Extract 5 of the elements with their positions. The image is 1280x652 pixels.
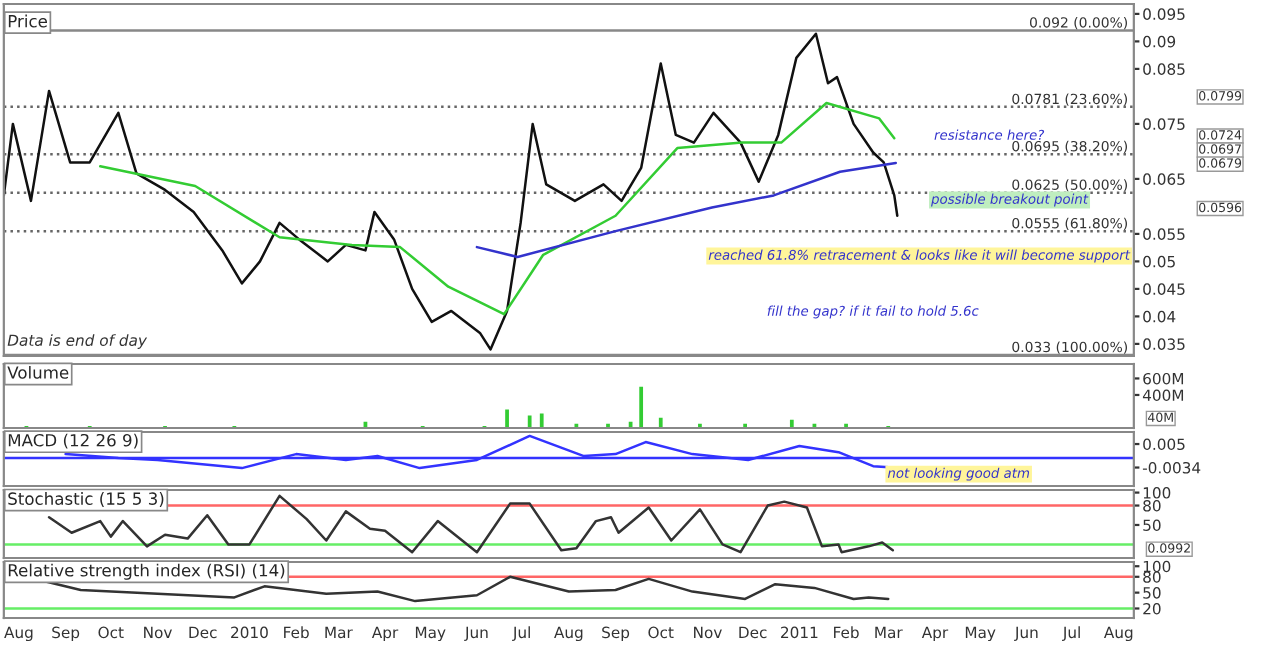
chart-title: Stochastic (15 5 3) [8, 492, 164, 507]
chart-title: Relative strength index (RSI) (14) [8, 563, 285, 580]
chart-title: Volume [7, 365, 69, 379]
text: Price [8, 14, 47, 28]
chart-title: MACD (12 26 9) [8, 433, 138, 449]
